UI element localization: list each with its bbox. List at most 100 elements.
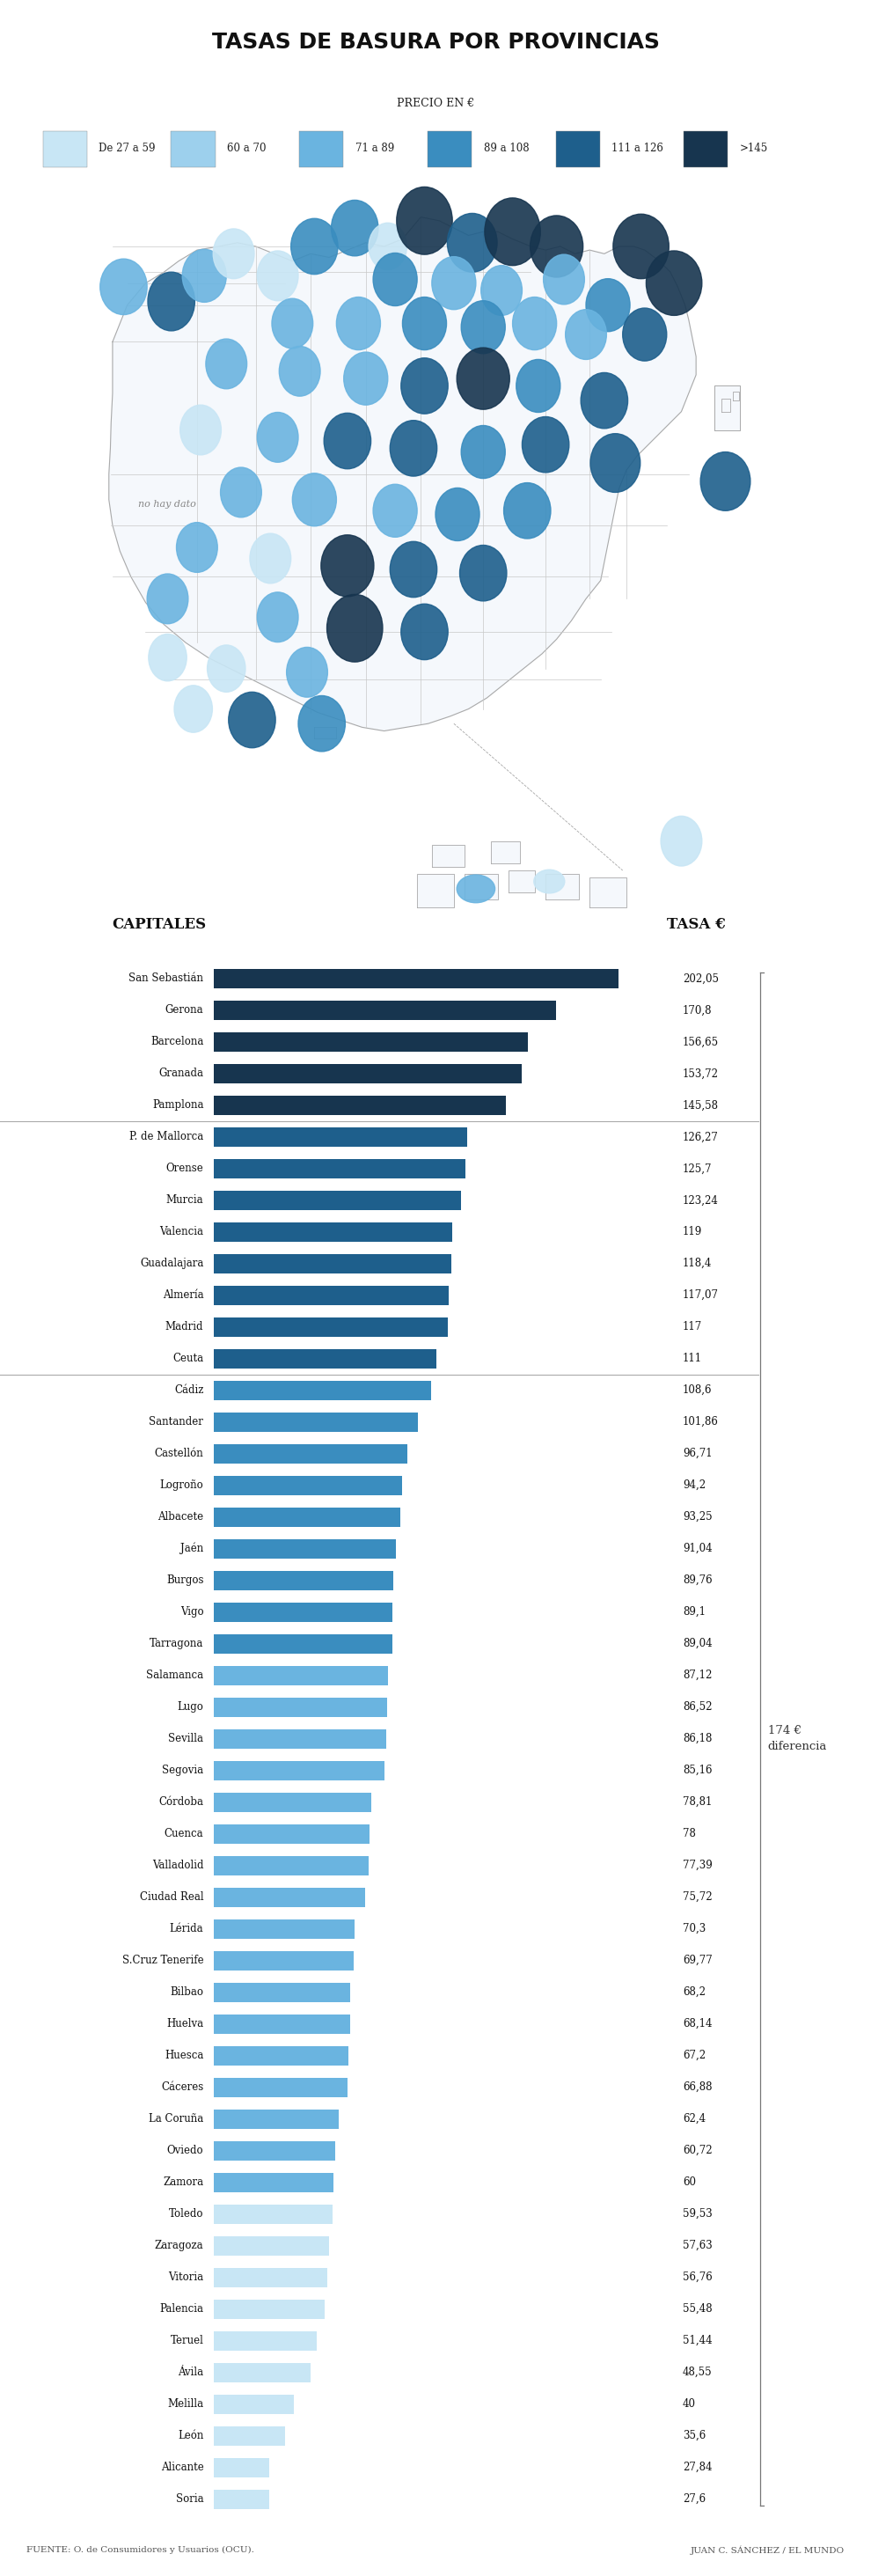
Bar	[213, 1412, 418, 1432]
Bar	[213, 1128, 467, 1146]
Text: Valladolid: Valladolid	[152, 1860, 204, 1870]
Ellipse shape	[331, 201, 378, 255]
Text: 119: 119	[683, 1226, 702, 1236]
Text: Huelva: Huelva	[166, 2017, 204, 2030]
Text: 77,39: 77,39	[683, 1860, 712, 1870]
Text: Bilbao: Bilbao	[170, 1986, 204, 1999]
Text: Ceuta: Ceuta	[172, 1352, 204, 1365]
Ellipse shape	[321, 536, 374, 598]
Text: FUENTE: O. de Consumidores y Usuarios (OCU).: FUENTE: O. de Consumidores y Usuarios (O…	[26, 2545, 253, 2555]
Text: 60,72: 60,72	[683, 2146, 712, 2156]
Ellipse shape	[447, 214, 497, 273]
Text: 111 a 126: 111 a 126	[611, 142, 664, 155]
Ellipse shape	[291, 219, 338, 273]
Bar	[213, 1667, 388, 1685]
Bar	[213, 1602, 392, 1623]
Bar	[213, 1476, 402, 1494]
Bar	[213, 1855, 368, 1875]
Ellipse shape	[149, 634, 186, 680]
Text: 56,76: 56,76	[683, 2272, 712, 2282]
Ellipse shape	[373, 484, 417, 538]
Bar	[213, 1950, 354, 1971]
Text: 170,8: 170,8	[683, 1005, 712, 1015]
Text: Toledo: Toledo	[169, 2208, 204, 2221]
Text: 51,44: 51,44	[683, 2334, 712, 2347]
Bar	[213, 1984, 350, 2002]
Ellipse shape	[522, 417, 569, 471]
Text: Teruel: Teruel	[170, 2334, 204, 2347]
Bar	[684, 131, 728, 167]
Bar	[213, 1698, 387, 1718]
Ellipse shape	[272, 299, 313, 348]
Text: CAPITALES: CAPITALES	[112, 917, 206, 933]
Text: 89,1: 89,1	[683, 1607, 706, 1618]
Bar	[213, 1824, 370, 1844]
Text: Granada: Granada	[159, 1069, 204, 1079]
Text: 66,88: 66,88	[683, 2081, 712, 2094]
Polygon shape	[109, 216, 696, 732]
Bar	[213, 2362, 311, 2383]
Text: 78,81: 78,81	[683, 1795, 712, 1808]
Text: Soria: Soria	[176, 2494, 204, 2504]
Polygon shape	[432, 845, 465, 866]
Bar	[213, 2427, 285, 2445]
Bar	[213, 2331, 317, 2349]
Text: 91,04: 91,04	[683, 1543, 712, 1553]
Polygon shape	[733, 392, 739, 402]
Text: Zamora: Zamora	[163, 2177, 204, 2187]
Text: 59,53: 59,53	[683, 2208, 712, 2221]
Text: 174 €
diferencia: 174 € diferencia	[768, 1726, 827, 1752]
Bar	[213, 2267, 327, 2287]
Ellipse shape	[373, 252, 417, 307]
Text: Lérida: Lérida	[170, 1924, 204, 1935]
Bar	[213, 1316, 449, 1337]
Ellipse shape	[581, 374, 628, 428]
Bar	[213, 1507, 401, 1528]
Text: Tarragona: Tarragona	[150, 1638, 204, 1649]
Bar	[213, 1064, 522, 1084]
Bar	[428, 131, 471, 167]
Text: San Sebastián: San Sebastián	[129, 974, 204, 984]
Text: 89,04: 89,04	[683, 1638, 712, 1649]
Ellipse shape	[402, 296, 447, 350]
Ellipse shape	[147, 574, 188, 623]
Text: Murcia: Murcia	[166, 1195, 204, 1206]
Ellipse shape	[484, 198, 540, 265]
Ellipse shape	[207, 644, 246, 693]
Ellipse shape	[461, 425, 505, 479]
Bar	[213, 2141, 335, 2161]
Text: Córdoba: Córdoba	[159, 1795, 204, 1808]
Bar	[213, 2300, 325, 2318]
Text: 202,05: 202,05	[683, 974, 719, 984]
Bar	[213, 1350, 436, 1368]
Ellipse shape	[565, 309, 606, 361]
Ellipse shape	[344, 353, 388, 404]
Ellipse shape	[401, 358, 448, 415]
Text: Ciudad Real: Ciudad Real	[139, 1891, 204, 1904]
Ellipse shape	[700, 451, 750, 510]
Bar	[213, 1571, 394, 1589]
Text: Cádiz: Cádiz	[174, 1383, 204, 1396]
Text: 145,58: 145,58	[683, 1100, 719, 1110]
Polygon shape	[590, 878, 626, 907]
Text: Lugo: Lugo	[178, 1700, 204, 1713]
Text: 156,65: 156,65	[683, 1036, 719, 1048]
Text: 117,07: 117,07	[683, 1291, 719, 1301]
Text: De 27 a 59: De 27 a 59	[99, 142, 156, 155]
Bar	[213, 1728, 387, 1749]
Bar	[213, 1033, 528, 1051]
Ellipse shape	[512, 296, 557, 350]
Ellipse shape	[180, 404, 221, 456]
Text: 62,4: 62,4	[683, 2112, 706, 2125]
Text: Pamplona: Pamplona	[152, 1100, 204, 1110]
Polygon shape	[722, 399, 731, 412]
Bar	[213, 1159, 466, 1177]
Bar	[213, 1445, 408, 1463]
Ellipse shape	[481, 265, 522, 314]
Text: 118,4: 118,4	[683, 1257, 712, 1270]
Bar	[213, 1793, 372, 1811]
Polygon shape	[509, 871, 535, 891]
Bar	[213, 2458, 269, 2478]
Ellipse shape	[544, 255, 584, 304]
Ellipse shape	[432, 258, 476, 309]
